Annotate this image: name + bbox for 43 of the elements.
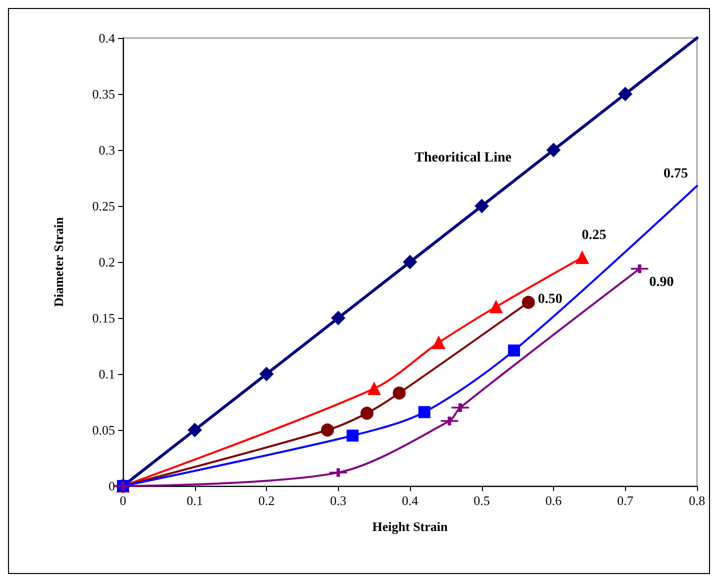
- x-axis-title: Height Strain: [372, 519, 448, 534]
- point: [618, 87, 632, 101]
- series-label: 0.50: [538, 292, 562, 307]
- point: [522, 296, 535, 309]
- point: [576, 251, 589, 264]
- point: [403, 255, 417, 269]
- x-tick-label: 0.6: [545, 493, 562, 508]
- y-tick-label: 0.3: [98, 142, 115, 158]
- point: [368, 382, 381, 396]
- y-tick-label: 0.05: [92, 422, 115, 438]
- series-label: 0.75: [664, 166, 688, 182]
- point: [360, 406, 374, 420]
- point: [432, 336, 446, 350]
- point: [331, 311, 346, 325]
- x-tick-label: 0.1: [186, 493, 203, 508]
- point: [546, 143, 560, 157]
- x-tick-label: 0.5: [474, 493, 490, 508]
- x-tick-label: 0.8: [688, 493, 706, 508]
- point: [418, 406, 430, 418]
- point: [490, 300, 503, 314]
- y-tick-label: 0.2: [98, 254, 115, 270]
- x-tick-label: 0.3: [330, 493, 346, 508]
- x-tick-label: 0.7: [617, 493, 634, 508]
- y-tick-label: 0.4: [98, 30, 116, 46]
- series-label: Theoritical Line: [414, 150, 512, 166]
- point: [188, 423, 202, 437]
- y-tick-label: 0.35: [92, 86, 115, 102]
- x-tick-label: 0.2: [258, 493, 275, 508]
- point: [508, 344, 520, 356]
- point: [260, 367, 274, 381]
- y-tick-label: 0: [108, 478, 115, 494]
- point: [474, 199, 489, 213]
- y-axis-title: Diameter Strain: [51, 216, 66, 307]
- point: [392, 386, 406, 400]
- x-tick-label: 0: [120, 493, 126, 508]
- point: [346, 430, 359, 442]
- series-label: 0.90: [649, 275, 674, 290]
- y-tick-label: 0.1: [98, 366, 115, 382]
- y-tick-label: 0.25: [92, 198, 115, 214]
- y-tick-label: 0.15: [92, 310, 115, 326]
- x-tick-label: 0.4: [402, 493, 419, 508]
- point: [321, 424, 334, 436]
- series-label: 0.25: [582, 228, 606, 244]
